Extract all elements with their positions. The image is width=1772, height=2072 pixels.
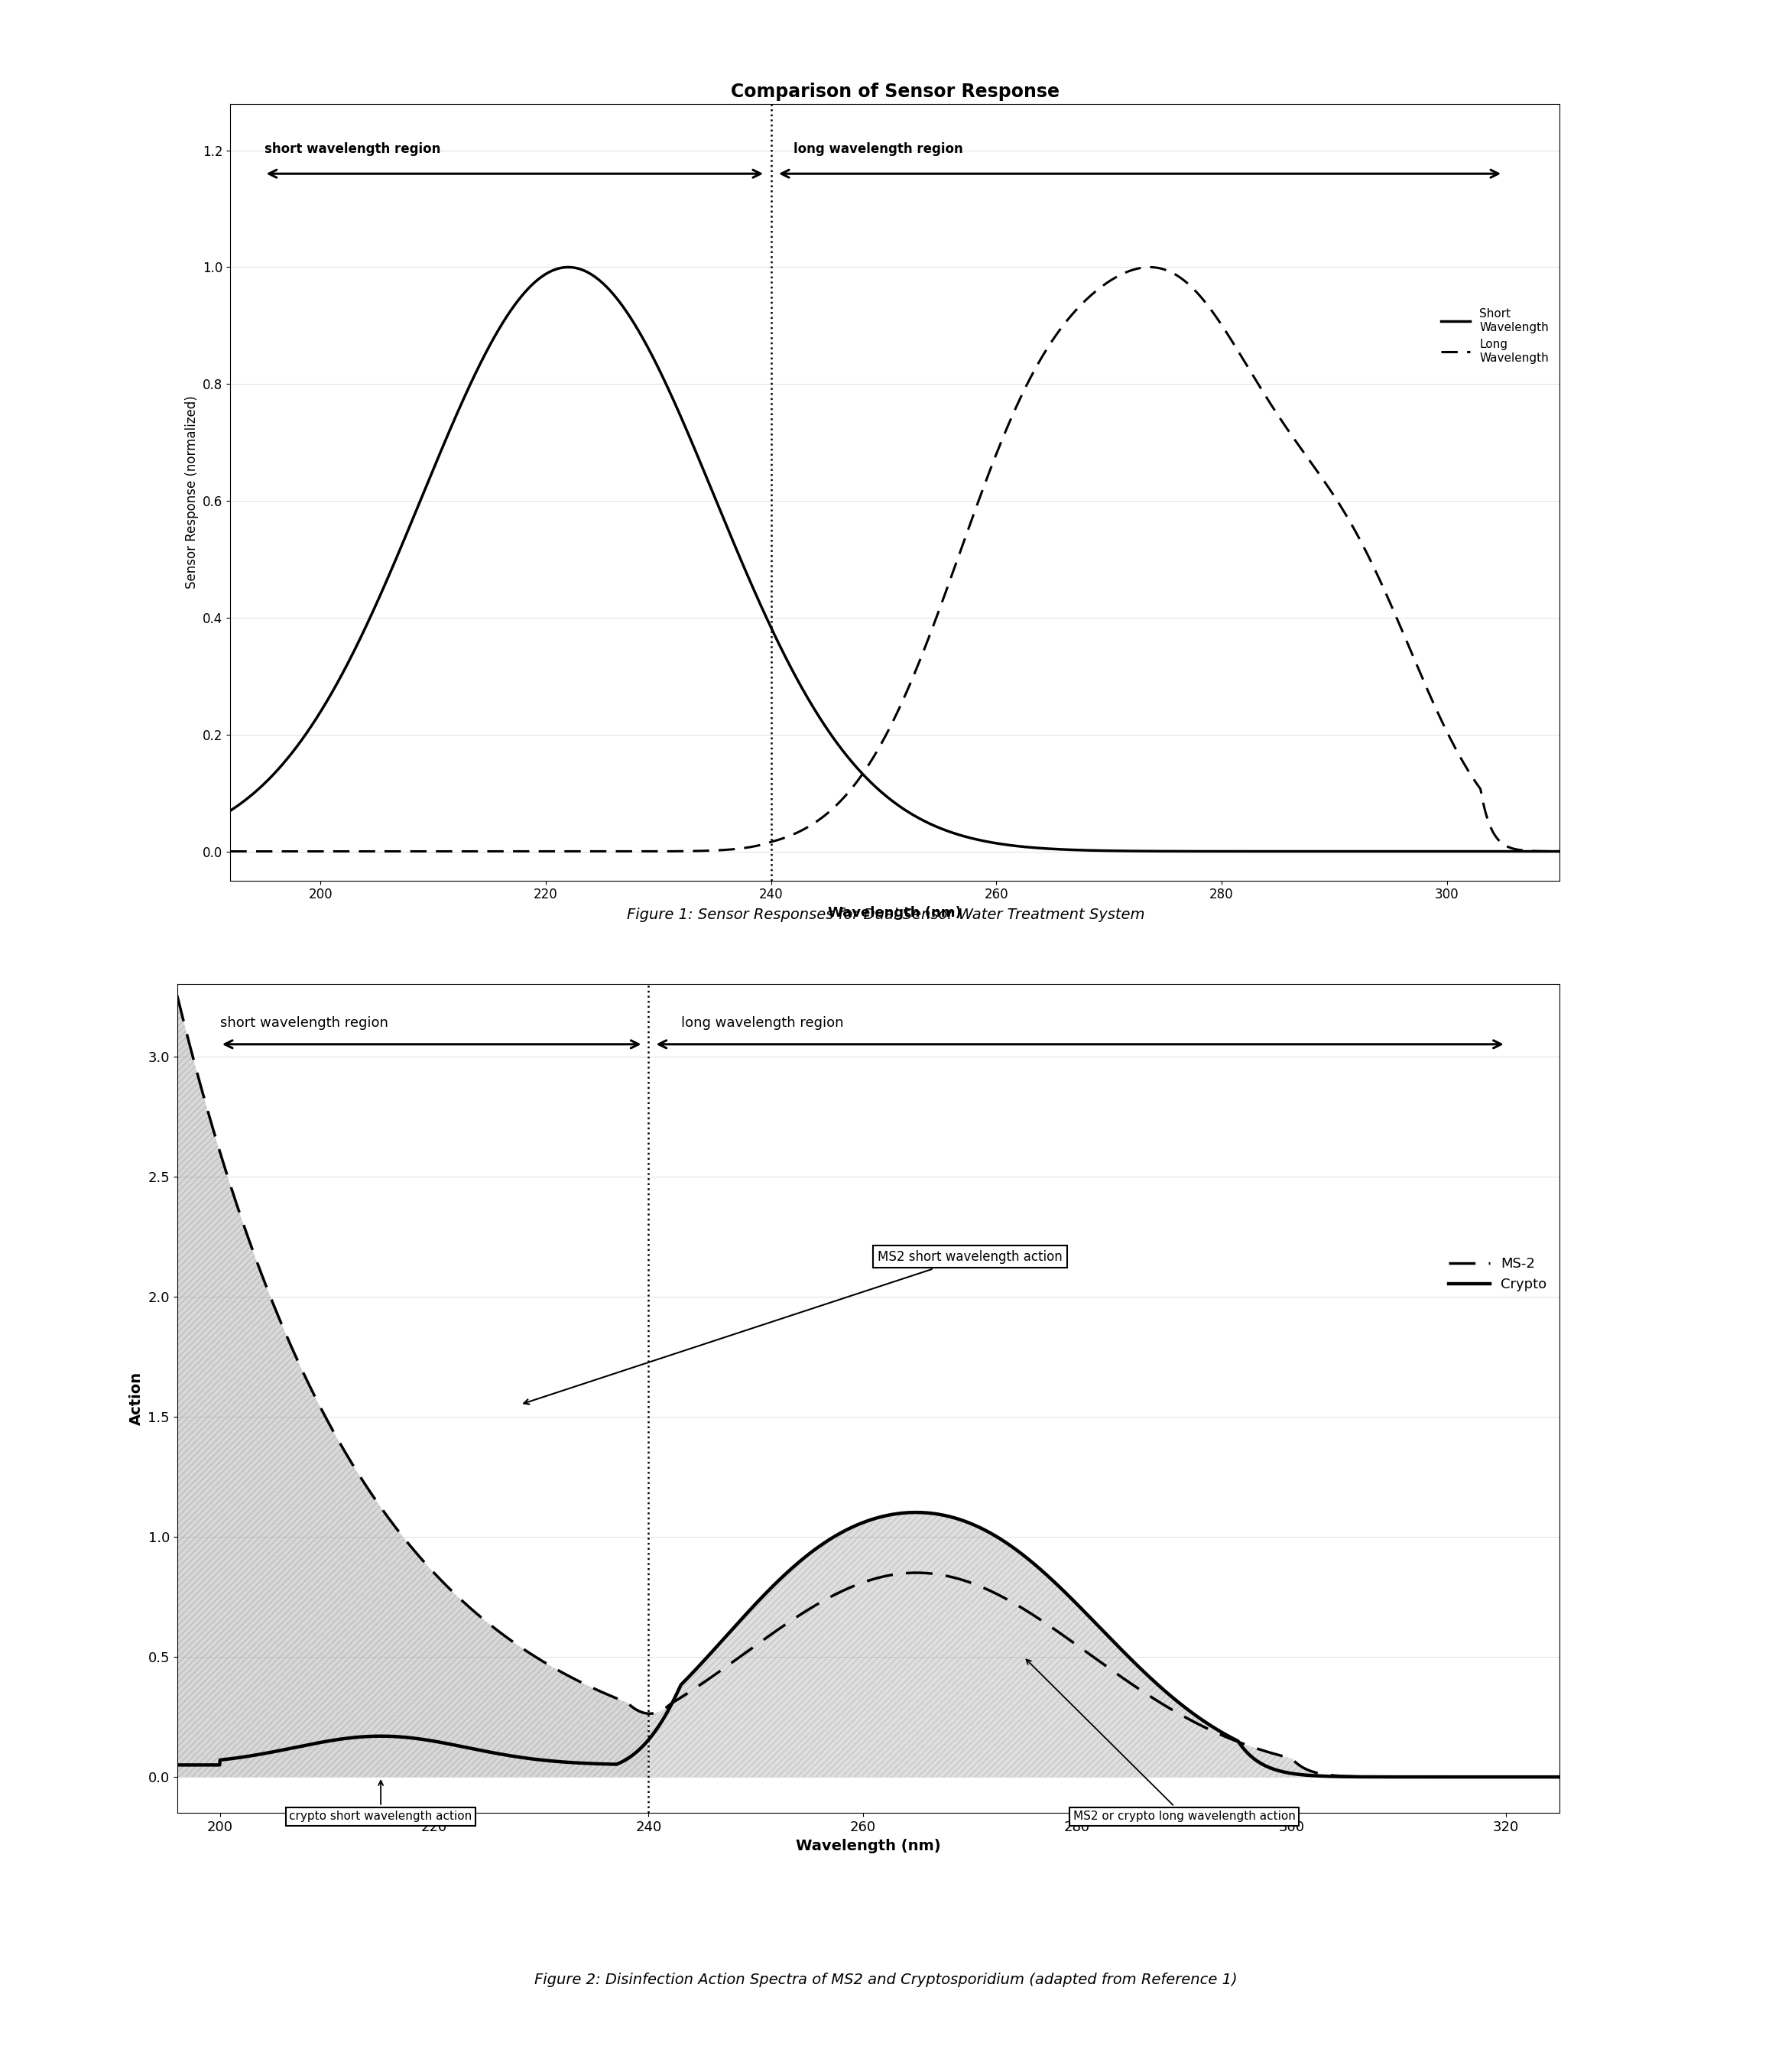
MS-2 [324, 1421, 346, 1446]
Crypto [905, 1500, 927, 1525]
Crypto [167, 1753, 188, 1778]
Text: short wavelength region: short wavelength region [220, 1015, 388, 1030]
MS-2 [1373, 1765, 1395, 1790]
Text: crypto short wavelength action: crypto short wavelength action [289, 1780, 471, 1821]
Crypto [324, 1728, 346, 1753]
MS-2 [696, 1668, 718, 1693]
MS-2 [1522, 1765, 1543, 1790]
Text: long wavelength region: long wavelength region [794, 143, 962, 155]
MS-2 [167, 982, 188, 1007]
Crypto [1373, 1765, 1395, 1790]
Text: long wavelength region: long wavelength region [680, 1015, 843, 1030]
Text: MS2 or crypto long wavelength action: MS2 or crypto long wavelength action [1026, 1660, 1295, 1821]
Text: MS2 short wavelength action: MS2 short wavelength action [525, 1249, 1063, 1405]
Y-axis label: Sensor Response (normalized): Sensor Response (normalized) [184, 396, 198, 588]
X-axis label: Wavelength (nm): Wavelength (nm) [796, 1838, 941, 1852]
X-axis label: Wavelength (nm): Wavelength (nm) [828, 905, 962, 920]
Legend: MS-2, Crypto: MS-2, Crypto [1442, 1251, 1552, 1297]
Text: Figure 2: Disinfection Action Spectra of MS2 and Cryptosporidium (adapted from R: Figure 2: Disinfection Action Spectra of… [535, 1973, 1237, 1987]
Title: Comparison of Sensor Response: Comparison of Sensor Response [730, 83, 1060, 102]
Crypto [406, 1726, 427, 1751]
Text: Figure 1: Sensor Responses for Dual Sensor Water Treatment System: Figure 1: Sensor Responses for Dual Sens… [627, 908, 1145, 922]
Line: Crypto: Crypto [177, 1513, 1559, 1778]
MS-2 [757, 1624, 778, 1649]
Crypto [757, 1579, 778, 1604]
Crypto [696, 1645, 718, 1670]
Legend: Short
Wavelength, Long
Wavelength: Short Wavelength, Long Wavelength [1437, 305, 1554, 369]
Text: short wavelength region: short wavelength region [264, 143, 439, 155]
Crypto [1549, 1765, 1570, 1790]
Line: MS-2: MS-2 [177, 995, 1559, 1778]
Crypto [1522, 1765, 1543, 1790]
MS-2 [1549, 1765, 1570, 1790]
Y-axis label: Action: Action [129, 1372, 144, 1426]
MS-2 [406, 1542, 427, 1566]
